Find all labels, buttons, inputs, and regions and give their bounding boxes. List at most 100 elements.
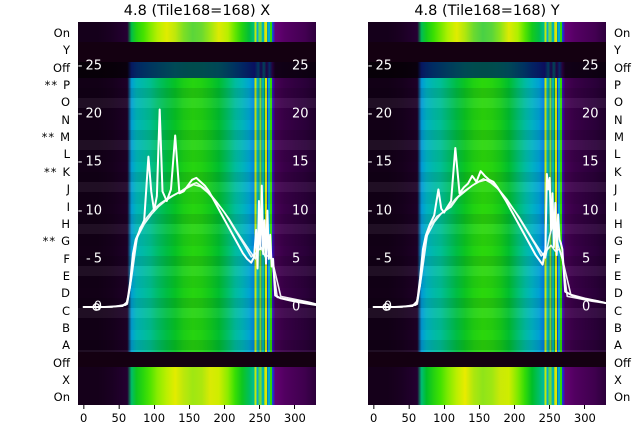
x-tick-label: 250 [248, 411, 271, 425]
category-label-text: On [614, 26, 631, 40]
x-tick-300: 300 [574, 405, 596, 425]
category-label-b-17: B [62, 321, 70, 335]
x-tick-label: 200 [503, 411, 526, 425]
category-label-f-13: F [63, 252, 70, 266]
category-labels-right: On Y Off P O N M L K J I H G F E D C B A Off X On [610, 22, 640, 405]
heatmap-band-mid [368, 62, 606, 78]
category-label-m-6: M [614, 130, 624, 144]
marker-asterisk: ** [44, 78, 59, 93]
category-label-p-3: ** P [45, 78, 70, 92]
category-label-text: E [614, 268, 622, 283]
x-tick-100: 100 [433, 405, 455, 425]
category-label-text: On [53, 390, 70, 405]
x-tick-150: 150 [178, 405, 200, 425]
category-label-x-20: X [614, 373, 622, 387]
category-label-text: A [614, 338, 622, 353]
heatmap-band-mid [78, 62, 316, 78]
category-label-text: E [62, 268, 70, 283]
category-label-h-11: H [614, 217, 623, 231]
category-label-o-4: O [614, 95, 623, 109]
category-label-l-7: L [614, 147, 620, 161]
trace-path [82, 181, 316, 308]
category-label-text: H [614, 216, 623, 231]
category-label-y-1: Y [63, 43, 70, 57]
category-label-text: J [614, 182, 618, 197]
panel-title-x: 4.8 (Tile168=168) X [123, 3, 271, 19]
category-label-text: D [614, 286, 623, 301]
x-tick-250: 250 [249, 405, 271, 425]
category-label-i-10: I [614, 200, 617, 214]
origin-marker [382, 303, 391, 311]
category-label-text: Off [53, 60, 70, 75]
category-label-text: F [63, 251, 70, 266]
heatmap-gap-upper [78, 42, 316, 62]
category-label-text: J [66, 182, 70, 197]
x-tick-mark [153, 405, 155, 409]
heatmap-panel-x[interactable]: -0 0-5 5-10 10-15 15-20 20-25 25 [78, 22, 316, 405]
category-label-text: B [614, 320, 622, 335]
x-tick-mark [408, 405, 410, 409]
x-tick-mark [83, 405, 85, 409]
x-tick-label: 50 [401, 411, 417, 425]
category-label-text: Off [53, 355, 70, 370]
heatmap-band-top [78, 22, 316, 42]
category-label-text: M [60, 130, 70, 145]
category-label-e-14: E [63, 269, 70, 283]
category-label-text: On [614, 390, 631, 405]
category-label-l-7: L [64, 147, 70, 161]
trace-path [372, 179, 606, 308]
x-tick-label: 150 [178, 411, 201, 425]
x-tick-50: 50 [111, 405, 127, 425]
category-label-p-3: P [614, 78, 621, 92]
x-tick-label: 150 [468, 411, 491, 425]
x-tick-mark [478, 405, 480, 409]
category-label-text: P [614, 78, 621, 93]
category-label-j-9: J [614, 182, 617, 196]
category-label-off-2: Off [614, 61, 631, 75]
category-label-on-0: On [54, 26, 70, 40]
x-tick-label: 200 [213, 411, 236, 425]
x-tick-50: 50 [401, 405, 417, 425]
category-label-text: X [614, 373, 622, 387]
white-traces-x [78, 22, 316, 405]
category-label-d-15: D [61, 286, 70, 300]
category-label-y-1: Y [614, 43, 621, 57]
panel-title-y: 4.8 (Tile168=168) Y [414, 3, 560, 19]
category-label-text: D [61, 286, 70, 301]
category-label-text: H [61, 216, 70, 231]
category-label-text: On [53, 26, 70, 40]
white-traces-y [368, 22, 606, 405]
category-label-m-6: ** M [42, 130, 70, 144]
x-tick-0: 0 [370, 405, 377, 425]
category-label-f-13: F [614, 252, 621, 266]
category-label-x-20: X [62, 373, 70, 387]
category-label-text: G [61, 234, 70, 249]
x-axis-y: 0 50 100 150 200 250 300 [368, 405, 606, 440]
category-label-text: N [614, 112, 623, 127]
category-label-text: C [61, 303, 70, 318]
category-label-a-18: A [614, 338, 622, 352]
x-tick-label: 100 [143, 411, 166, 425]
x-tick-200: 200 [213, 405, 235, 425]
category-label-text: C [614, 303, 623, 318]
category-label-text: I [66, 199, 70, 214]
category-label-text: N [61, 112, 70, 127]
x-tick-label: 50 [111, 411, 127, 425]
x-tick-300: 300 [284, 405, 306, 425]
category-label-text: K [62, 164, 70, 179]
category-label-text: M [614, 130, 624, 145]
heatmap-panel-y[interactable]: -0 0-5 5-10 10-15 15-20 20-25 25 [368, 22, 606, 405]
category-label-n-5: N [61, 113, 70, 127]
category-label-n-5: N [614, 113, 623, 127]
x-tick-mark [118, 405, 120, 409]
x-tick-mark [549, 405, 551, 409]
category-label-text: O [614, 95, 624, 110]
category-label-text: X [62, 373, 70, 387]
category-label-b-17: B [614, 321, 622, 335]
category-label-text: A [62, 338, 70, 353]
category-label-c-16: C [614, 304, 622, 318]
heatmap-gap-lower [368, 352, 606, 367]
category-label-text: L [63, 147, 70, 162]
category-label-text: B [62, 320, 70, 335]
category-labels-left: On Y Off ** P O N ** M L ** K J I H ** G F E D C B A Off X On [0, 22, 74, 405]
